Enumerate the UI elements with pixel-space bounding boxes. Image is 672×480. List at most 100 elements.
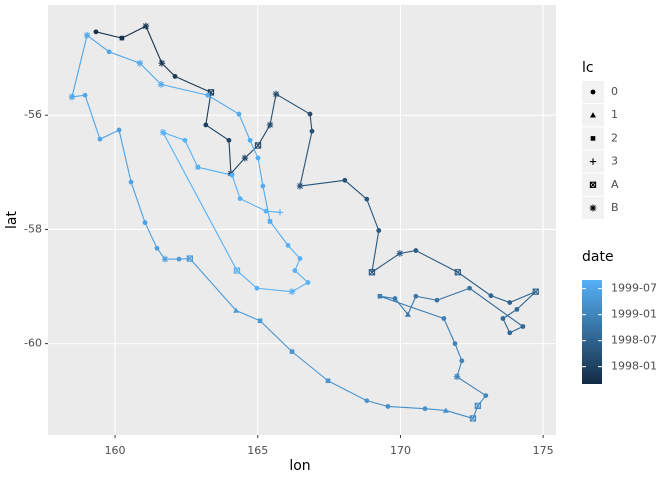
point	[106, 49, 112, 55]
legend-label: 0	[611, 85, 618, 98]
path-segment	[457, 271, 492, 297]
legend-label: 1998-07	[611, 334, 657, 347]
point	[142, 220, 148, 225]
legend-label: 1998-01	[611, 360, 657, 373]
point-part	[255, 155, 261, 161]
point-part	[106, 49, 112, 55]
point-part	[474, 402, 481, 410]
point	[276, 209, 284, 216]
point	[226, 137, 232, 143]
point-part	[474, 402, 481, 409]
point-part	[158, 60, 165, 67]
path-segment	[228, 140, 232, 174]
path-segment	[371, 252, 401, 273]
path-segment	[205, 124, 230, 141]
point	[159, 128, 167, 136]
point-part	[154, 245, 160, 251]
path-segment	[269, 93, 277, 126]
legend-label: 1999-01	[611, 308, 657, 321]
path-segment	[275, 93, 311, 115]
path-segment	[84, 95, 101, 140]
path-segment	[231, 174, 241, 199]
point-part	[254, 285, 260, 291]
point-part	[229, 172, 235, 178]
point-part	[162, 256, 168, 263]
path-segment	[257, 157, 264, 187]
point-part	[459, 358, 465, 364]
point-part	[142, 220, 148, 225]
point-part	[247, 137, 253, 143]
point	[203, 122, 209, 128]
point-part	[483, 393, 489, 398]
point-part	[377, 293, 383, 299]
point	[172, 73, 178, 79]
point	[469, 415, 477, 422]
point-part	[404, 311, 411, 317]
point-part	[454, 269, 461, 276]
point-part	[397, 250, 403, 257]
point	[241, 154, 249, 162]
path-segment	[490, 295, 510, 304]
path-segment	[162, 132, 238, 271]
point	[453, 373, 461, 381]
legend-label: 1999-07	[611, 282, 657, 295]
point	[590, 89, 596, 95]
point	[233, 307, 240, 313]
point-part	[368, 269, 376, 276]
point	[305, 280, 311, 285]
point-part	[413, 293, 419, 299]
path-segment	[327, 380, 368, 402]
point-part	[507, 330, 513, 336]
path-segment	[502, 308, 518, 319]
point	[128, 179, 134, 185]
path-segment	[299, 131, 313, 187]
point	[413, 293, 419, 299]
point-part	[434, 297, 440, 303]
legend-title: date	[582, 249, 614, 265]
path-segment	[189, 258, 237, 311]
point	[396, 250, 404, 257]
path-segment	[130, 181, 146, 223]
y-axis-title: lat	[4, 211, 20, 229]
path-segment	[287, 245, 301, 259]
path-segment	[160, 83, 208, 96]
point	[257, 318, 263, 324]
point-part	[97, 136, 103, 142]
path-segment	[379, 295, 445, 320]
legend-label: 2	[611, 131, 618, 144]
point-part	[297, 256, 303, 261]
point-part	[532, 288, 539, 295]
point	[255, 155, 261, 161]
point	[297, 256, 303, 261]
point-part	[205, 92, 211, 98]
y-tick-label: -60	[24, 337, 42, 350]
point	[116, 127, 122, 133]
point	[364, 398, 370, 404]
path-segment	[249, 140, 259, 159]
y-tick-label: -58	[24, 222, 42, 235]
point-part	[84, 32, 90, 39]
point-part	[385, 404, 391, 409]
path-segment	[95, 31, 123, 39]
point-part	[500, 316, 506, 321]
path-segment	[454, 343, 463, 361]
point	[454, 269, 461, 276]
point-part	[590, 205, 596, 211]
point	[441, 316, 447, 321]
path-segment	[407, 296, 417, 315]
point-part	[364, 398, 370, 404]
point	[142, 22, 150, 30]
path-segment	[436, 287, 470, 301]
point-part	[226, 137, 232, 143]
point	[263, 208, 269, 214]
point	[254, 142, 262, 149]
point-part	[233, 267, 241, 274]
path-segment	[197, 166, 233, 176]
point	[158, 59, 166, 67]
point	[520, 324, 526, 329]
path-segment	[366, 198, 380, 231]
path-segment	[86, 34, 110, 53]
path-segment	[299, 179, 345, 187]
point-part	[186, 255, 193, 262]
point	[260, 183, 266, 189]
